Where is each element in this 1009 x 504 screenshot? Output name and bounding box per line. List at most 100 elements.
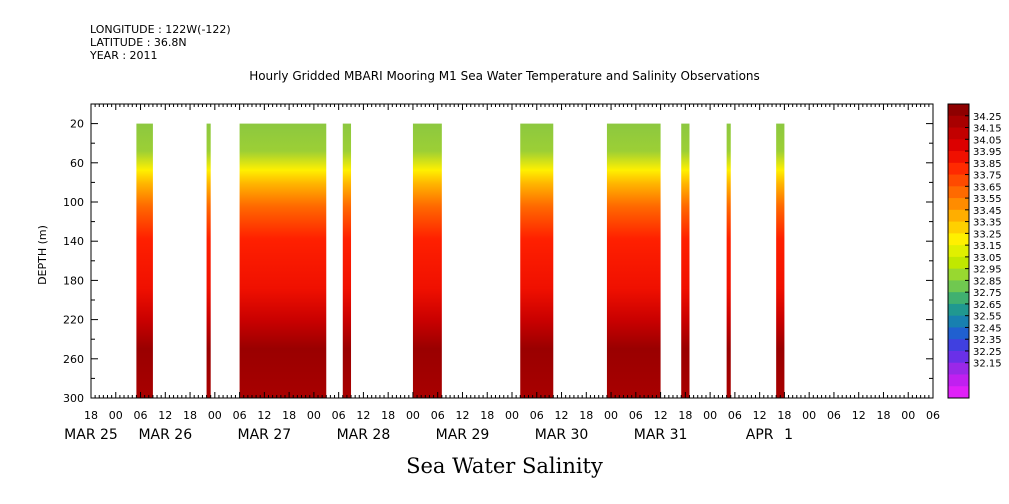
x-tick-label: 18 [777, 409, 791, 422]
y-tick-label: 260 [63, 353, 84, 366]
x-date-label: MAR 27 [238, 427, 292, 443]
x-tick-label: 00 [109, 409, 123, 422]
x-tick-label: 06 [629, 409, 643, 422]
data-segment-8 [681, 123, 690, 398]
colorbar-label: 33.25 [973, 229, 1002, 240]
chart-title: Hourly Gridded MBARI Mooring M1 Sea Wate… [249, 69, 760, 83]
x-tick-label: 06 [233, 409, 247, 422]
colorbar-label: 34.25 [973, 112, 1002, 123]
x-tick-label: 06 [827, 409, 841, 422]
colorbar-label: 34.05 [973, 135, 1002, 146]
colorbar: 34.2534.1534.0533.9533.8533.7533.6533.55… [947, 103, 1002, 399]
x-date-label: MAR 31 [634, 427, 688, 443]
colorbar-label: 33.05 [973, 253, 1002, 264]
x-tick-label: 00 [901, 409, 915, 422]
colorbar-label: 32.25 [973, 347, 1002, 358]
axes: 18 00 06 12 18 00 06 12 18 00 06 12 18 00 06 12 18 00 06 12… [63, 103, 940, 443]
colorbar-label: 33.85 [973, 159, 1002, 170]
x-tick-label: 18 [183, 409, 197, 422]
x-tick-label: 06 [530, 409, 544, 422]
x-axis-title: Sea Water Salinity [406, 454, 603, 478]
colorbar-label: 32.35 [973, 335, 1002, 346]
colorbar-swatch [948, 245, 969, 258]
x-date-label: MAR 25 [64, 427, 118, 443]
x-tick-label: 12 [455, 409, 469, 422]
data-segment-4 [342, 123, 352, 398]
x-tick-label: 00 [208, 409, 222, 422]
colorbar-label: 32.75 [973, 288, 1002, 299]
colorbar-swatch [948, 233, 969, 246]
data-segment-3 [239, 123, 327, 398]
y-tick-label: 300 [63, 392, 84, 405]
x-tick-label: 18 [876, 409, 890, 422]
colorbar-label: 32.45 [973, 323, 1002, 334]
y-tick-label: 140 [63, 235, 84, 248]
colorbar-swatch [948, 174, 969, 187]
x-tick-label: 06 [728, 409, 742, 422]
y-tick-label: 20 [70, 118, 84, 131]
colorbar-label: 32.55 [973, 312, 1002, 323]
x-tick-label: 12 [654, 409, 668, 422]
x-date-label: MAR 28 [337, 427, 391, 443]
colorbar-swatch [948, 162, 969, 176]
colorbar-swatch [948, 362, 969, 375]
x-tick-label: 06 [431, 409, 445, 422]
colorbar-swatch [948, 198, 969, 211]
colorbar-label: 33.95 [973, 147, 1002, 158]
x-tick-label: 06 [332, 409, 346, 422]
colorbar-swatch [948, 280, 969, 293]
x-tick-label: 06 [134, 409, 148, 422]
colorbar-label: 33.65 [973, 182, 1002, 193]
colorbar-label: 33.35 [973, 218, 1002, 229]
x-tick-label: 00 [802, 409, 816, 422]
colorbar-label: 32.65 [973, 300, 1002, 311]
x-date-label: MAR 26 [138, 427, 192, 443]
x-tick-label: 18 [480, 409, 494, 422]
x-tick-label: 18 [579, 409, 593, 422]
x-tick-label: 00 [406, 409, 420, 422]
x-date-label: MAR 30 [535, 427, 589, 443]
y-tick-label: 60 [70, 157, 84, 170]
x-tick-label: 12 [158, 409, 172, 422]
colorbar-swatch [948, 221, 969, 234]
colorbar-label: 32.95 [973, 265, 1002, 276]
colorbar-swatch [948, 315, 969, 328]
colorbar-swatch [948, 327, 969, 340]
y-tick-label: 100 [63, 196, 84, 209]
colorbar-label: 33.55 [973, 194, 1002, 205]
y-tick-label: 180 [63, 274, 84, 287]
x-tick-label: 00 [604, 409, 618, 422]
x-tick-label: 00 [703, 409, 717, 422]
x-tick-label: 00 [307, 409, 321, 422]
x-tick-label: 12 [555, 409, 569, 422]
x-tick-label: 18 [282, 409, 296, 422]
colorbar-frame [947, 103, 970, 399]
colorbar-swatch [948, 151, 969, 164]
data-segment-10 [776, 123, 785, 398]
y-axis-label: DEPTH (m) [36, 225, 49, 285]
data-segment-6 [520, 123, 554, 398]
colorbar-label: 32.15 [973, 359, 1002, 370]
x-tick-label: 18 [381, 409, 395, 422]
colorbar-swatch [948, 374, 969, 387]
colorbar-label: 34.15 [973, 124, 1002, 135]
x-date-label: APR [746, 427, 774, 443]
colorbar-swatch [948, 115, 969, 129]
colorbar-swatch [948, 209, 969, 223]
x-tick-label: 18 [678, 409, 692, 422]
x-date-label: MAR 29 [436, 427, 490, 443]
colorbar-swatch [948, 268, 969, 281]
plot-area [136, 123, 785, 398]
data-segment-5 [412, 123, 442, 398]
y-tick-label: 220 [63, 314, 84, 327]
longitude-label: LONGITUDE : 122W(-122) [90, 23, 231, 36]
x-tick-label: 12 [852, 409, 866, 422]
colorbar-swatch [948, 339, 969, 352]
x-tick-label: 12 [257, 409, 271, 422]
data-segment-7 [606, 123, 661, 398]
colorbar-label: 33.75 [973, 171, 1002, 182]
colorbar-swatch [948, 350, 969, 364]
x-tick-label: 06 [926, 409, 940, 422]
colorbar-swatch [948, 386, 969, 399]
x-tick-label: 00 [505, 409, 519, 422]
